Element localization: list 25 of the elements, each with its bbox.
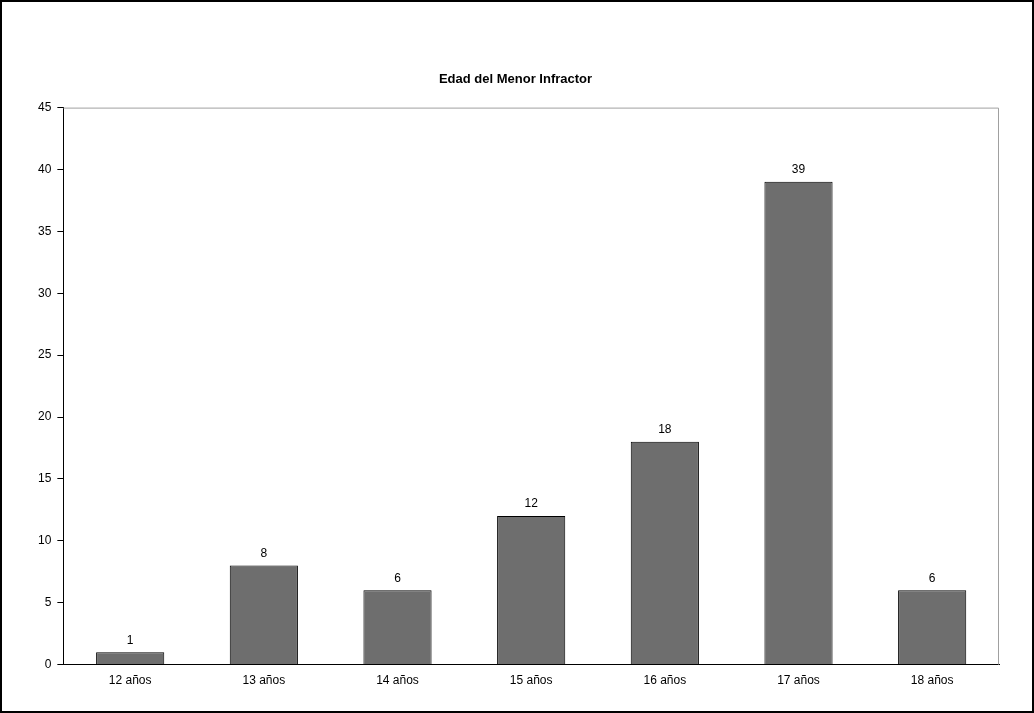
y-tick-label: 5 <box>44 595 52 610</box>
y-tick-label: 30 <box>37 285 52 300</box>
y-tick-label: 0 <box>44 656 52 671</box>
x-tick-label: 12 años <box>108 673 152 688</box>
data-label: 18 <box>658 422 672 437</box>
y-tick-label: 35 <box>37 223 52 238</box>
data-label: 1 <box>126 632 134 647</box>
y-tick-label: 15 <box>37 471 52 486</box>
x-tick-label: 16 años <box>643 673 687 688</box>
data-label: 12 <box>524 496 539 511</box>
y-tick-label: 25 <box>37 347 52 362</box>
chart-title: Edad del Menor Infractor <box>438 71 593 87</box>
data-label: 39 <box>791 162 806 177</box>
y-tick-label: 20 <box>37 409 52 424</box>
x-tick-label: 14 años <box>376 673 419 688</box>
data-label: 8 <box>260 545 268 560</box>
x-tick-label: 15 años <box>509 673 553 688</box>
y-tick-label: 40 <box>37 161 52 176</box>
y-tick-label: 45 <box>37 99 52 114</box>
y-tick-label: 10 <box>37 533 52 548</box>
x-tick-label: 17 años <box>777 673 820 688</box>
data-label: 6 <box>394 570 402 585</box>
x-tick-label: 18 años <box>910 673 954 688</box>
data-label: 6 <box>928 570 936 585</box>
x-tick-label: 13 años <box>242 673 286 688</box>
